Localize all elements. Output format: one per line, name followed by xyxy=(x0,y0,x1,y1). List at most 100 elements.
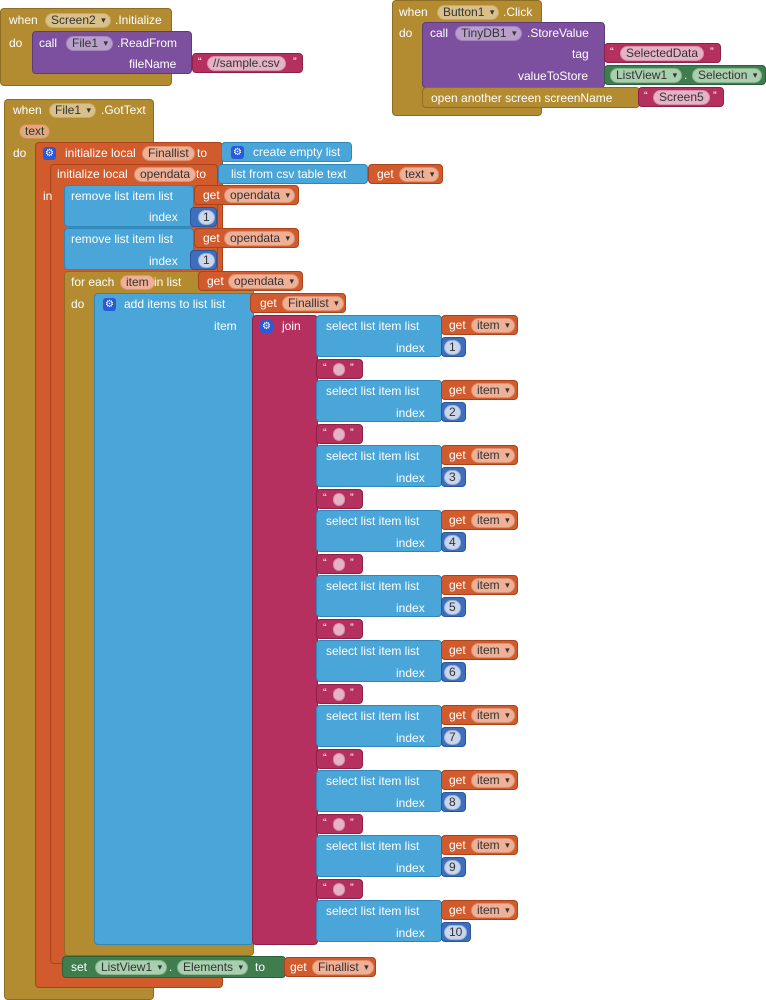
item-variable-dropdown[interactable]: item xyxy=(471,903,515,918)
finallist-variable-dropdown[interactable]: Finallist xyxy=(282,296,344,311)
screen2-dropdown[interactable]: Screen2 xyxy=(45,13,111,28)
text-variable-dropdown[interactable]: text xyxy=(399,167,440,182)
number-block[interactable]: 1 xyxy=(190,250,217,270)
get-finallist-block[interactable]: get Finallist xyxy=(284,957,376,977)
select-list-item-block[interactable]: select list item list index xyxy=(316,315,442,357)
item-variable-dropdown[interactable]: item xyxy=(471,513,515,528)
item-variable-dropdown[interactable]: item xyxy=(471,318,515,333)
index-number-field[interactable]: 6 xyxy=(444,665,461,680)
index-number-field[interactable]: 7 xyxy=(444,730,461,745)
file1-dropdown[interactable]: File1 xyxy=(66,36,114,51)
item-variable-dropdown[interactable]: item xyxy=(471,448,515,463)
screenname-text-block[interactable]: “ Screen5 ” xyxy=(638,87,724,107)
number-block[interactable]: 2 xyxy=(441,402,466,422)
empty-text-block[interactable]: “” xyxy=(316,554,363,574)
mutator-gear-icon[interactable]: ⚙ xyxy=(103,298,116,311)
listview1-dropdown[interactable]: ListView1 xyxy=(610,68,683,83)
file-readfrom-call-block[interactable]: call File1 .ReadFrom fileName xyxy=(32,31,192,74)
empty-text-field[interactable] xyxy=(333,363,345,376)
index-number-field[interactable]: 3 xyxy=(444,470,461,485)
opendata-variable-dropdown[interactable]: opendata xyxy=(228,274,300,289)
index-number-field[interactable]: 4 xyxy=(444,535,461,550)
select-list-item-block[interactable]: select list item list index xyxy=(316,380,442,422)
filename-text-block[interactable]: “ //sample.csv ” xyxy=(192,53,303,73)
button1-dropdown[interactable]: Button1 xyxy=(437,5,500,20)
index-number-field[interactable]: 9 xyxy=(444,860,461,875)
join-block[interactable]: ⚙ join xyxy=(252,315,318,945)
empty-text-block[interactable]: “” xyxy=(316,814,363,834)
mutator-gear-icon[interactable]: ⚙ xyxy=(231,146,244,159)
item-variable-dropdown[interactable]: item xyxy=(471,838,515,853)
elements-dropdown[interactable]: Elements xyxy=(177,960,249,975)
empty-text-field[interactable] xyxy=(333,753,345,766)
screenname-text-field[interactable]: Screen5 xyxy=(653,90,710,105)
set-listview-elements-block[interactable]: set ListView1 . Elements to xyxy=(62,956,286,978)
get-item-block[interactable]: get item xyxy=(441,835,518,855)
listview-selection-getter-block[interactable]: ListView1 . Selection xyxy=(604,65,766,85)
select-list-item-block[interactable]: select list item list index xyxy=(316,705,442,747)
empty-text-field[interactable] xyxy=(333,623,345,636)
empty-text-field[interactable] xyxy=(333,493,345,506)
number-block[interactable]: 9 xyxy=(441,857,466,877)
get-item-block[interactable]: get item xyxy=(441,315,518,335)
tag-text-field[interactable]: SelectedData xyxy=(620,46,705,61)
get-item-block[interactable]: get item xyxy=(441,770,518,790)
opendata-variable-dropdown[interactable]: opendata xyxy=(224,188,296,203)
opendata-name-field[interactable]: opendata xyxy=(134,167,197,182)
item-variable-dropdown[interactable]: item xyxy=(471,383,515,398)
get-item-block[interactable]: get item xyxy=(441,705,518,725)
tinydb-storevalue-call-block[interactable]: call TinyDB1 .StoreValue tag valueToStor… xyxy=(422,22,605,88)
number-block[interactable]: 7 xyxy=(441,727,466,747)
number-block[interactable]: 6 xyxy=(441,662,466,682)
get-item-block[interactable]: get item xyxy=(441,575,518,595)
index-number-field[interactable]: 5 xyxy=(444,600,461,615)
remove-list-item-block[interactable]: remove list item list index xyxy=(64,185,194,227)
number-block[interactable]: 1 xyxy=(190,207,217,227)
item-variable-dropdown[interactable]: item xyxy=(471,643,515,658)
get-opendata-block[interactable]: get opendata xyxy=(198,271,303,291)
item-variable-dropdown[interactable]: item xyxy=(471,773,515,788)
select-list-item-block[interactable]: select list item list index xyxy=(316,770,442,812)
get-finallist-block[interactable]: get Finallist xyxy=(250,293,346,313)
list-from-csv-table-block[interactable]: list from csv table text xyxy=(218,164,368,184)
get-text-block[interactable]: get text xyxy=(368,164,443,184)
opendata-variable-dropdown[interactable]: opendata xyxy=(224,231,296,246)
get-item-block[interactable]: get item xyxy=(441,510,518,530)
empty-text-block[interactable]: “” xyxy=(316,619,363,639)
listview1-dropdown[interactable]: ListView1 xyxy=(95,960,168,975)
empty-text-block[interactable]: “” xyxy=(316,424,363,444)
index-number-field[interactable]: 8 xyxy=(444,795,461,810)
remove-list-item-block[interactable]: remove list item list index xyxy=(64,228,194,270)
tinydb1-dropdown[interactable]: TinyDB1 xyxy=(455,26,522,41)
selection-dropdown[interactable]: Selection xyxy=(692,68,763,83)
get-opendata-block[interactable]: get opendata xyxy=(194,185,299,205)
index-number-field[interactable]: 1 xyxy=(444,340,461,355)
get-item-block[interactable]: get item xyxy=(441,380,518,400)
select-list-item-block[interactable]: select list item list index xyxy=(316,510,442,552)
empty-text-block[interactable]: “” xyxy=(316,879,363,899)
empty-text-block[interactable]: “” xyxy=(316,489,363,509)
empty-text-block[interactable]: “” xyxy=(316,359,363,379)
empty-text-field[interactable] xyxy=(333,428,345,441)
select-list-item-block[interactable]: select list item list index xyxy=(316,900,442,942)
empty-text-block[interactable]: “” xyxy=(316,749,363,769)
number-field[interactable]: 1 xyxy=(198,253,215,268)
empty-text-field[interactable] xyxy=(333,688,345,701)
item-variable-dropdown[interactable]: item xyxy=(471,578,515,593)
number-block[interactable]: 5 xyxy=(441,597,466,617)
number-block[interactable]: 10 xyxy=(441,922,471,942)
add-items-to-list-block[interactable]: ⚙ add items to list list item xyxy=(94,293,254,945)
text-parameter[interactable]: text xyxy=(19,124,51,139)
empty-text-block[interactable]: “” xyxy=(316,684,363,704)
select-list-item-block[interactable]: select list item list index xyxy=(316,445,442,487)
file1-dropdown[interactable]: File1 xyxy=(49,103,97,118)
item-name-field[interactable]: item xyxy=(120,275,155,290)
get-opendata-block[interactable]: get opendata xyxy=(194,228,299,248)
finallist-name-field[interactable]: Finallist xyxy=(142,146,195,161)
select-list-item-block[interactable]: select list item list index xyxy=(316,835,442,877)
index-number-field[interactable]: 10 xyxy=(444,925,468,940)
number-block[interactable]: 8 xyxy=(441,792,466,812)
tag-text-block[interactable]: “ SelectedData ” xyxy=(604,43,721,63)
open-another-screen-block[interactable]: open another screen screenName xyxy=(422,87,640,108)
number-block[interactable]: 1 xyxy=(441,337,466,357)
